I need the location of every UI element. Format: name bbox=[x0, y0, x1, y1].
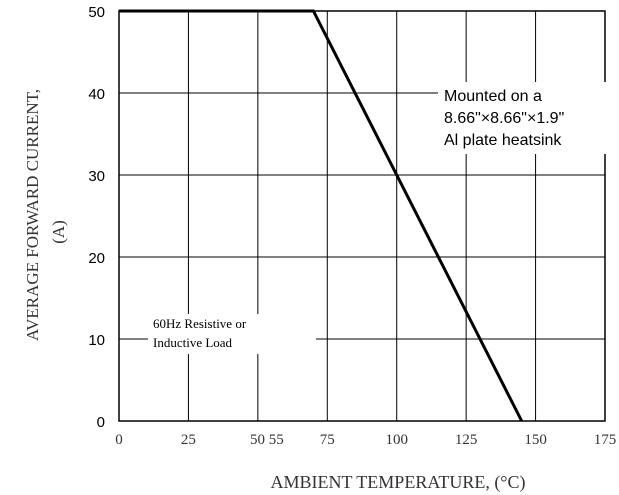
y-axis-label-line2: (A) bbox=[49, 220, 68, 244]
y-tick-label: 40 bbox=[88, 86, 105, 103]
y-tick-label: 10 bbox=[88, 332, 105, 349]
x-tick-label: 100 bbox=[385, 432, 408, 448]
y-axis-label-line1: AVERAGE FORWARD CURRENT, bbox=[23, 89, 42, 341]
x-tick-label: 150 bbox=[524, 432, 547, 448]
x-tick-label: 75 bbox=[320, 432, 335, 448]
y-tick-labels: 0 10 20 30 40 50 bbox=[88, 4, 105, 431]
grid-lines bbox=[119, 11, 605, 421]
y-tick-label: 30 bbox=[88, 168, 105, 185]
load-annotation-line2: Inductive Load bbox=[153, 335, 233, 350]
x-tick-label: 0 bbox=[115, 432, 123, 448]
heatsink-annotation-line3: Al plate heatsink bbox=[444, 132, 562, 149]
load-annotation-bg bbox=[148, 314, 316, 354]
x-tick-label: 25 bbox=[181, 432, 196, 448]
load-annotation-line1: 60Hz Resistive or bbox=[153, 316, 247, 331]
x-tick-label: 125 bbox=[455, 432, 478, 448]
y-tick-label: 0 bbox=[97, 414, 105, 431]
x-tick-label: 175 bbox=[594, 432, 617, 448]
heatsink-annotation-line2: 8.66"×8.66"×1.9" bbox=[444, 110, 564, 127]
heatsink-annotation-line1: Mounted on a bbox=[444, 88, 542, 105]
derating-curve bbox=[119, 9, 524, 422]
x-axis-label: AMBIENT TEMPERATURE, (°C) bbox=[270, 472, 525, 493]
heatsink-annotation-bg bbox=[438, 82, 608, 154]
x-tick-label: 50 55 bbox=[250, 432, 284, 448]
y-tick-label: 50 bbox=[88, 4, 105, 21]
series-layer bbox=[119, 9, 524, 422]
plot-frame bbox=[118, 10, 606, 422]
x-tick-labels: 0 25 50 55 75 100 125 150 175 bbox=[115, 432, 616, 448]
y-tick-label: 20 bbox=[88, 250, 105, 267]
